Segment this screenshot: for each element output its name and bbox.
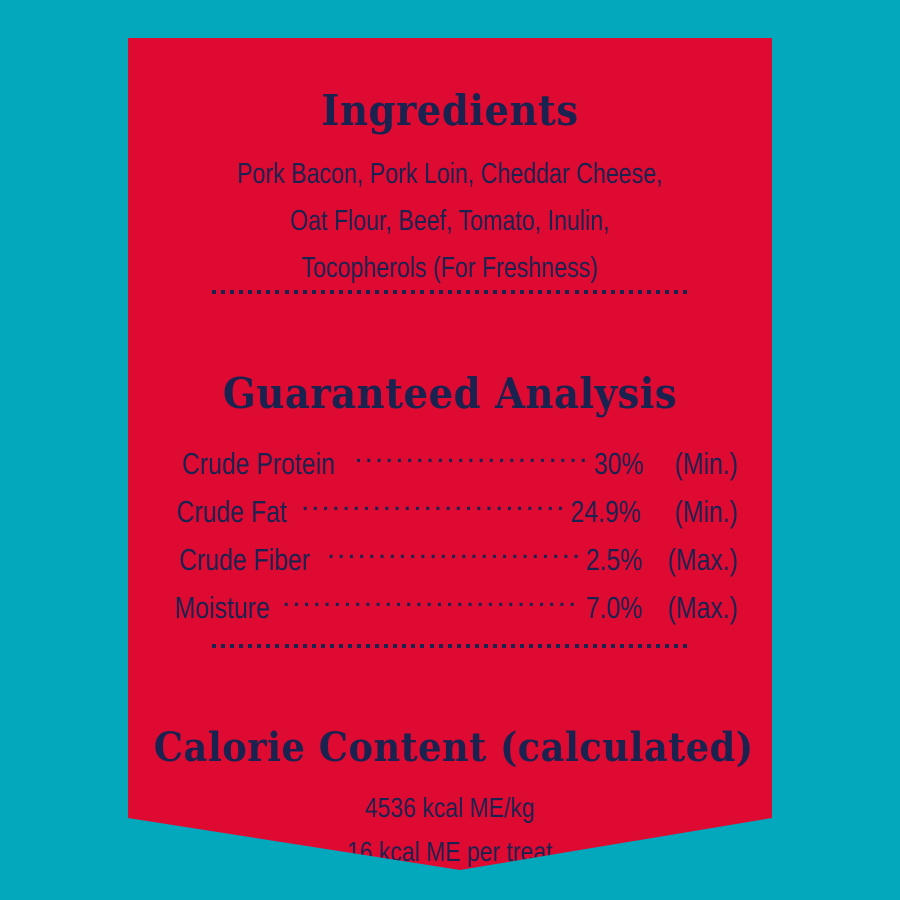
red-pennant-banner: Ingredients Pork Bacon, Pork Loin, Chedd… <box>128 38 772 870</box>
analysis-row: Crude Fat ..............................… <box>128 484 772 532</box>
calorie-content-values: 4536 kcal ME/kg 16 kcal ME per treat <box>128 786 772 870</box>
analysis-row: Crude Fiber ............................… <box>128 532 772 580</box>
dotted-divider <box>212 644 688 649</box>
analysis-label: Crude Fat <box>176 494 288 529</box>
ingredients-line: Tocopherols (For Freshness) <box>301 252 599 284</box>
analysis-qualifier: (Max.) <box>667 542 739 577</box>
analysis-qualifier: (Max.) <box>667 590 739 625</box>
analysis-value: 30% <box>594 446 644 481</box>
analysis-qualifier: (Min.) <box>674 494 739 529</box>
analysis-value: 7.0% <box>586 590 643 625</box>
ingredients-line: Oat Flour, Beef, Tomato, Inulin, <box>290 205 610 237</box>
analysis-row: Moisture ...............................… <box>128 580 772 628</box>
analysis-label: Moisture <box>174 590 270 625</box>
guaranteed-analysis-table: Crude Protein ..........................… <box>128 436 772 628</box>
dotted-divider <box>212 290 688 295</box>
analysis-label: Crude Fiber <box>179 542 311 577</box>
calorie-content-heading: Calorie Content (calculated) <box>153 724 754 771</box>
analysis-qualifier: (Min.) <box>674 446 739 481</box>
analysis-label: Crude Protein <box>182 446 336 481</box>
analysis-value: 24.9% <box>570 494 642 529</box>
leader-dots: ................................... <box>281 580 579 613</box>
ingredients-line: Pork Bacon, Pork Loin, Cheddar Cheese, <box>237 158 663 190</box>
calorie-line: 16 kcal ME per treat <box>347 836 553 867</box>
leader-dots: ................................ <box>300 484 562 517</box>
ingredients-heading: Ingredients <box>321 86 579 135</box>
guaranteed-analysis-heading: Guaranteed Analysis <box>222 369 678 418</box>
leader-dots: ........................... <box>354 436 588 469</box>
calorie-line: 4536 kcal ME/kg <box>365 792 535 823</box>
leader-dots: ............................ <box>326 532 580 565</box>
analysis-row: Crude Protein ..........................… <box>128 436 772 484</box>
ingredients-list: Pork Bacon, Pork Loin, Cheddar Cheese, O… <box>128 151 772 292</box>
analysis-value: 2.5% <box>586 542 643 577</box>
